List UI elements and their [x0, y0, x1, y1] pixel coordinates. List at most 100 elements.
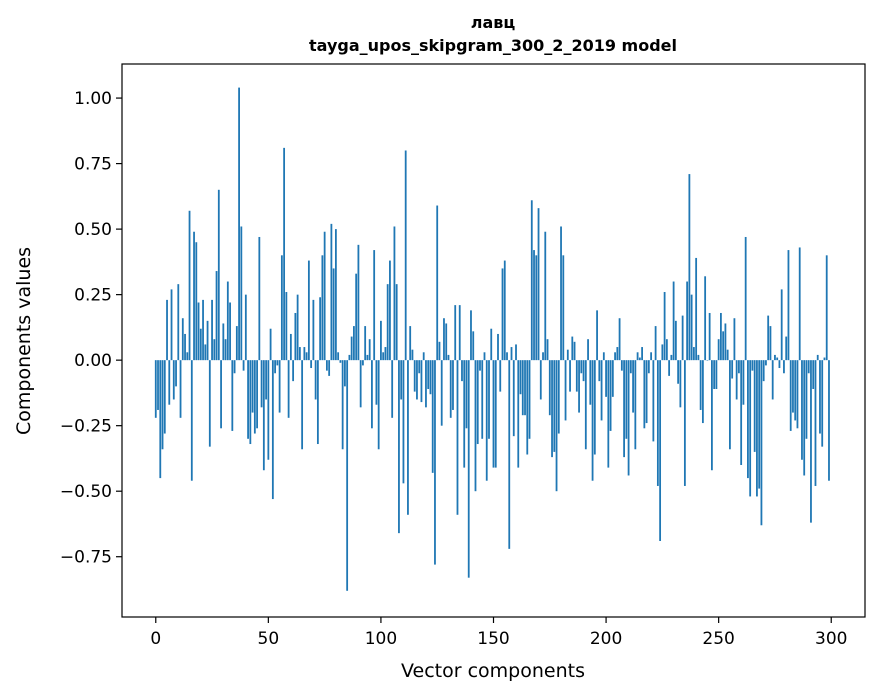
bar [366, 354, 369, 361]
bar [452, 360, 454, 410]
bar [339, 360, 342, 363]
bar [704, 276, 707, 361]
bar [792, 360, 794, 413]
bar [526, 360, 529, 455]
bar [371, 360, 373, 429]
bar [627, 360, 630, 476]
y-tick-label: −0.50 [60, 482, 112, 502]
bar [517, 360, 520, 468]
bar [447, 354, 450, 361]
bar [625, 360, 628, 439]
bar [661, 344, 664, 361]
bar [593, 360, 596, 455]
bar [325, 360, 328, 371]
bar [798, 247, 801, 361]
bar [679, 360, 682, 408]
bar [395, 284, 398, 361]
bar [375, 360, 378, 405]
bar [629, 360, 632, 374]
bar [647, 360, 650, 374]
bar [238, 87, 240, 361]
bar [341, 360, 344, 450]
bar [179, 360, 182, 418]
bar [542, 352, 544, 361]
bar [166, 299, 168, 361]
bar [249, 360, 252, 445]
bar [292, 360, 295, 382]
bar [575, 360, 578, 392]
bar [463, 360, 466, 468]
bar [571, 336, 574, 361]
bar [497, 333, 499, 361]
bar [607, 360, 610, 468]
bar [202, 299, 204, 361]
bar [267, 360, 270, 460]
bar [807, 360, 810, 374]
bar [431, 360, 434, 473]
bar [425, 360, 427, 408]
bar [573, 341, 576, 361]
bar [314, 360, 317, 400]
bar [560, 226, 562, 361]
bar [188, 210, 191, 361]
y-tick-label: −0.25 [60, 417, 112, 437]
x-tick-label: 100 [365, 629, 397, 649]
bar [461, 360, 463, 382]
bar [609, 360, 612, 431]
bar [472, 331, 475, 361]
bar [321, 255, 324, 361]
bar [632, 360, 634, 413]
bar [656, 360, 659, 486]
bar [260, 360, 263, 408]
bar [190, 360, 193, 481]
bar [483, 352, 486, 361]
bar [449, 360, 452, 418]
bar [654, 326, 657, 361]
bar [512, 360, 515, 437]
bar [720, 312, 722, 361]
bar [747, 360, 749, 479]
bar [659, 360, 662, 541]
bar [634, 360, 637, 450]
bar [301, 360, 304, 450]
bar [636, 352, 639, 361]
bar [404, 150, 407, 361]
x-tick-label: 200 [590, 629, 622, 649]
bar [555, 360, 558, 492]
bar [231, 360, 234, 431]
bar [492, 360, 495, 468]
bar [683, 360, 686, 486]
bar [328, 360, 331, 376]
bar [801, 360, 803, 460]
bar [794, 360, 797, 421]
bar [373, 250, 376, 361]
bar [600, 360, 603, 421]
bar [258, 236, 261, 361]
bar [672, 281, 675, 361]
bar [411, 349, 414, 361]
bar [564, 360, 567, 421]
bar [476, 360, 479, 445]
bar [400, 360, 403, 400]
bar [749, 360, 752, 497]
bar [614, 352, 616, 361]
bar [708, 312, 711, 361]
bar [596, 310, 598, 361]
y-tick-label: 0.25 [74, 286, 112, 306]
bar [485, 360, 488, 481]
bar [362, 360, 364, 366]
bar [803, 360, 806, 476]
bar [470, 310, 472, 361]
bar [686, 281, 689, 361]
bar [805, 360, 808, 439]
bar [422, 352, 425, 361]
bar [488, 360, 490, 439]
bar [319, 297, 322, 361]
bar [677, 360, 680, 384]
bar [222, 323, 225, 361]
bar [251, 360, 254, 413]
bar [407, 360, 409, 515]
bar [355, 273, 358, 361]
bar [692, 347, 695, 361]
bar [524, 360, 526, 416]
